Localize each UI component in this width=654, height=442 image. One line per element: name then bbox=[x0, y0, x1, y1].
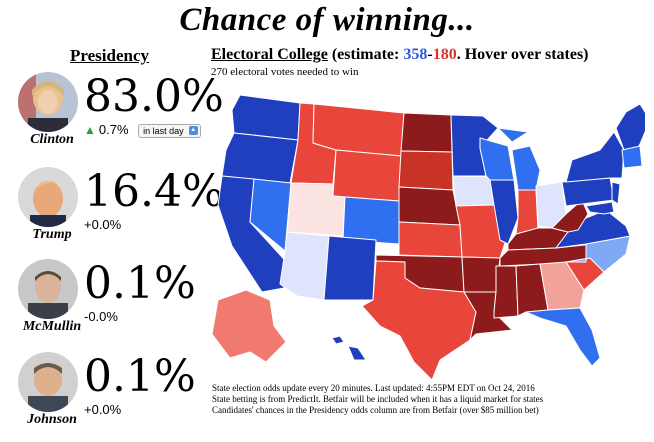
candidate-name: Clinton bbox=[30, 132, 74, 147]
candidate-clinton: Clinton 83.0% ▲ 0.7% in last day ▲ bbox=[14, 72, 224, 162]
candidate-name: Johnson bbox=[27, 412, 77, 427]
dropdown-arrow-icon: ▲ bbox=[188, 125, 198, 135]
state-nj[interactable] bbox=[611, 181, 621, 205]
candidate-percent: 0.1% bbox=[84, 258, 196, 309]
state-wa[interactable] bbox=[231, 94, 301, 141]
state-new-england[interactable] bbox=[621, 145, 643, 169]
state-nc[interactable] bbox=[565, 235, 631, 273]
candidate-johnson: Johnson 0.1% +0.0% bbox=[14, 352, 214, 442]
state-md[interactable] bbox=[585, 201, 615, 215]
state-pa[interactable] bbox=[561, 177, 615, 207]
state-wy[interactable] bbox=[332, 149, 402, 202]
candidate-mcmullin: McMullin 0.1% -0.0% bbox=[14, 259, 214, 349]
state-ne[interactable] bbox=[398, 186, 461, 226]
state-ms[interactable] bbox=[493, 265, 519, 319]
state-ny[interactable] bbox=[565, 131, 625, 183]
state-va[interactable] bbox=[555, 209, 631, 249]
us-map bbox=[211, 94, 645, 380]
electoral-heading: Electoral College (estimate: 358-180. Ho… bbox=[211, 46, 589, 64]
state-az[interactable] bbox=[279, 231, 330, 301]
state-nd[interactable] bbox=[400, 112, 453, 153]
avatar bbox=[18, 352, 78, 412]
state-wi[interactable] bbox=[479, 137, 515, 181]
state-nm[interactable] bbox=[323, 235, 377, 301]
candidate-percent: 0.1% bbox=[84, 351, 196, 402]
state-ar[interactable] bbox=[461, 256, 501, 293]
votes-needed: 270 electoral votes needed to win bbox=[211, 66, 359, 78]
state-or[interactable] bbox=[221, 132, 299, 184]
candidate-change: ▲ 0.7% in last day ▲ bbox=[84, 122, 201, 138]
electoral-college-title: Electoral College bbox=[211, 46, 328, 63]
period-select[interactable]: in last day ▲ bbox=[138, 123, 201, 138]
state-sd[interactable] bbox=[398, 150, 454, 191]
up-arrow-icon: ▲ bbox=[84, 123, 96, 137]
estimate-prefix: (estimate: bbox=[331, 46, 404, 63]
state-tx[interactable] bbox=[361, 260, 477, 380]
candidate-change: +0.0% bbox=[84, 217, 122, 232]
dem-votes: 358 bbox=[403, 46, 428, 63]
avatar bbox=[18, 167, 78, 227]
candidate-percent: 16.4% bbox=[84, 166, 224, 217]
candidate-name: McMullin bbox=[22, 319, 82, 334]
state-ks[interactable] bbox=[398, 221, 463, 258]
change-value: 0.7% bbox=[98, 122, 129, 137]
candidate-change: +0.0% bbox=[84, 402, 122, 417]
presidency-heading: Presidency bbox=[70, 46, 150, 65]
candidate-name: Trump bbox=[32, 227, 72, 242]
candidate-percent: 83.0% bbox=[84, 71, 224, 122]
avatar bbox=[18, 259, 78, 319]
rep-votes: 180 bbox=[432, 46, 457, 63]
note-betfair: Candidates' chances in the Presidency od… bbox=[212, 405, 539, 415]
state-co[interactable] bbox=[342, 196, 400, 245]
page-title: Chance of winning... bbox=[179, 2, 475, 38]
state-ak[interactable] bbox=[211, 289, 287, 363]
state-ga[interactable] bbox=[539, 261, 585, 311]
state-ia[interactable] bbox=[452, 175, 495, 207]
state-fl[interactable] bbox=[525, 307, 601, 367]
estimate-suffix: . Hover over states) bbox=[456, 46, 589, 63]
dash: - bbox=[427, 46, 433, 63]
note-source: State betting is from PredictIt. Betfair… bbox=[212, 394, 544, 404]
state-hi[interactable] bbox=[331, 335, 367, 361]
period-select-value: in last day bbox=[143, 125, 184, 136]
candidate-change: -0.0% bbox=[84, 309, 118, 324]
candidate-trump: Trump 16.4% +0.0% bbox=[14, 167, 224, 257]
state-in[interactable] bbox=[515, 189, 539, 235]
note-update: State election odds update every 20 minu… bbox=[212, 383, 535, 393]
avatar bbox=[18, 72, 78, 132]
footnotes: State election odds update every 20 minu… bbox=[212, 383, 543, 416]
state-mi[interactable] bbox=[497, 127, 541, 191]
